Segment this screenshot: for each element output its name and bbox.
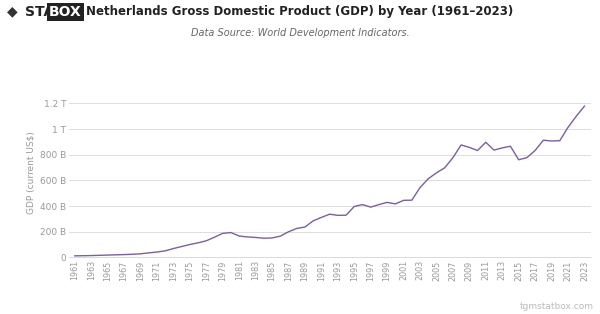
Text: Netherlands Gross Domestic Product (GDP) by Year (1961–2023): Netherlands Gross Domestic Product (GDP)…	[86, 5, 514, 18]
Text: ◆: ◆	[7, 5, 18, 19]
Text: BOX: BOX	[49, 5, 82, 19]
Text: Data Source: World Development Indicators.: Data Source: World Development Indicator…	[191, 28, 409, 38]
Text: tgmstatbox.com: tgmstatbox.com	[520, 302, 594, 311]
Text: STAT: STAT	[25, 5, 63, 19]
Y-axis label: GDP (current US$): GDP (current US$)	[27, 131, 36, 214]
